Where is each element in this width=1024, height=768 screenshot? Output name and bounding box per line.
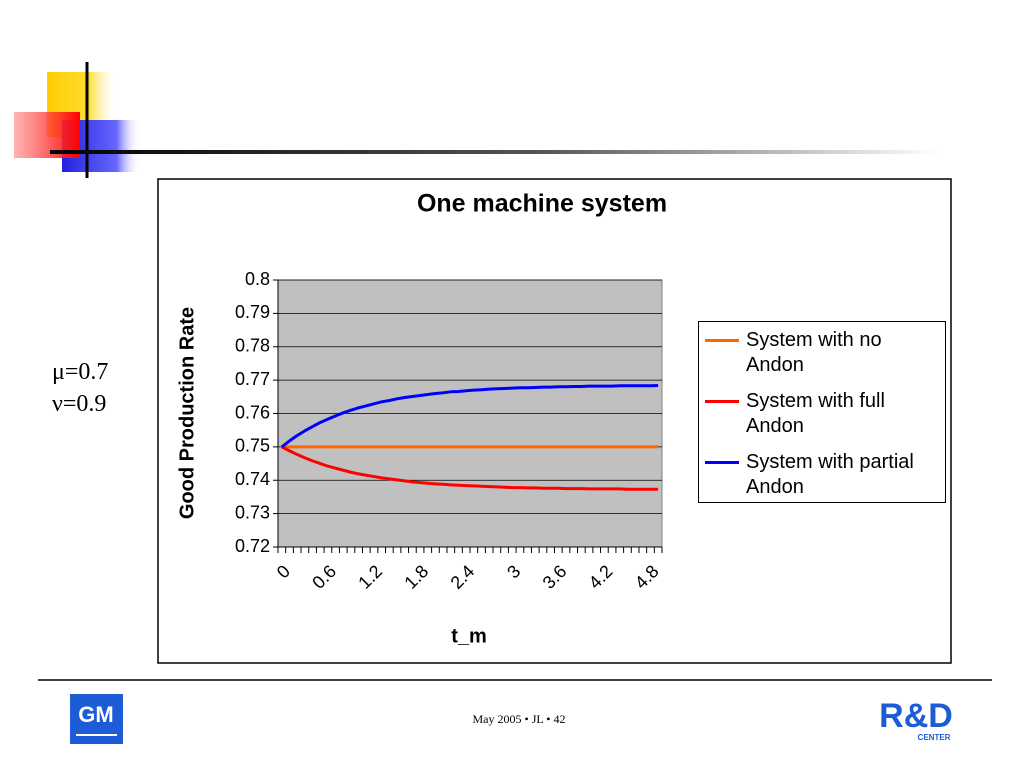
legend-label: System with full Andon: [746, 390, 885, 437]
y-tick-label: 0.77: [235, 369, 270, 389]
y-tick-label: 0.79: [235, 302, 270, 322]
parameter: μ=0.7: [52, 359, 109, 385]
y-tick-label: 0.74: [235, 469, 270, 489]
y-tick-label: 0.78: [235, 336, 270, 356]
legend: System with no Andon System with full And…: [698, 321, 946, 503]
legend-entry: System with partial Andon: [705, 450, 941, 500]
legend-entry: System with full Andon: [705, 389, 941, 439]
x-axis-label: t_m: [451, 625, 487, 647]
y-tick-label: 0.75: [235, 436, 270, 456]
rd-logo: R&D: [879, 697, 953, 735]
y-tick-label: 0.8: [245, 269, 270, 289]
rd-logo-caption: CENTER: [918, 733, 951, 742]
y-tick-label: 0.72: [235, 536, 270, 556]
legend-swatch: [705, 461, 739, 464]
series-line: [280, 383, 659, 449]
legend-entry: System with no Andon: [705, 328, 941, 378]
footer-text: May 2005 • JL • 42: [473, 712, 566, 726]
chart-title: One machine system: [417, 190, 667, 218]
y-axis-label: Good Production Rate: [176, 307, 198, 519]
legend-swatch: [705, 339, 739, 342]
parameters: μ=0.7 ν=0.9: [52, 356, 108, 420]
series-line: [281, 445, 659, 491]
parameter: ν=0.9: [52, 391, 107, 417]
legend-swatch: [705, 400, 739, 403]
legend-label: System with no Andon: [746, 329, 882, 376]
legend-label: System with partial Andon: [746, 451, 914, 498]
y-tick-label: 0.76: [235, 402, 270, 422]
decor-line: [50, 150, 940, 154]
gm-logo-text: GM: [78, 702, 113, 727]
y-tick-label: 0.73: [235, 502, 270, 522]
